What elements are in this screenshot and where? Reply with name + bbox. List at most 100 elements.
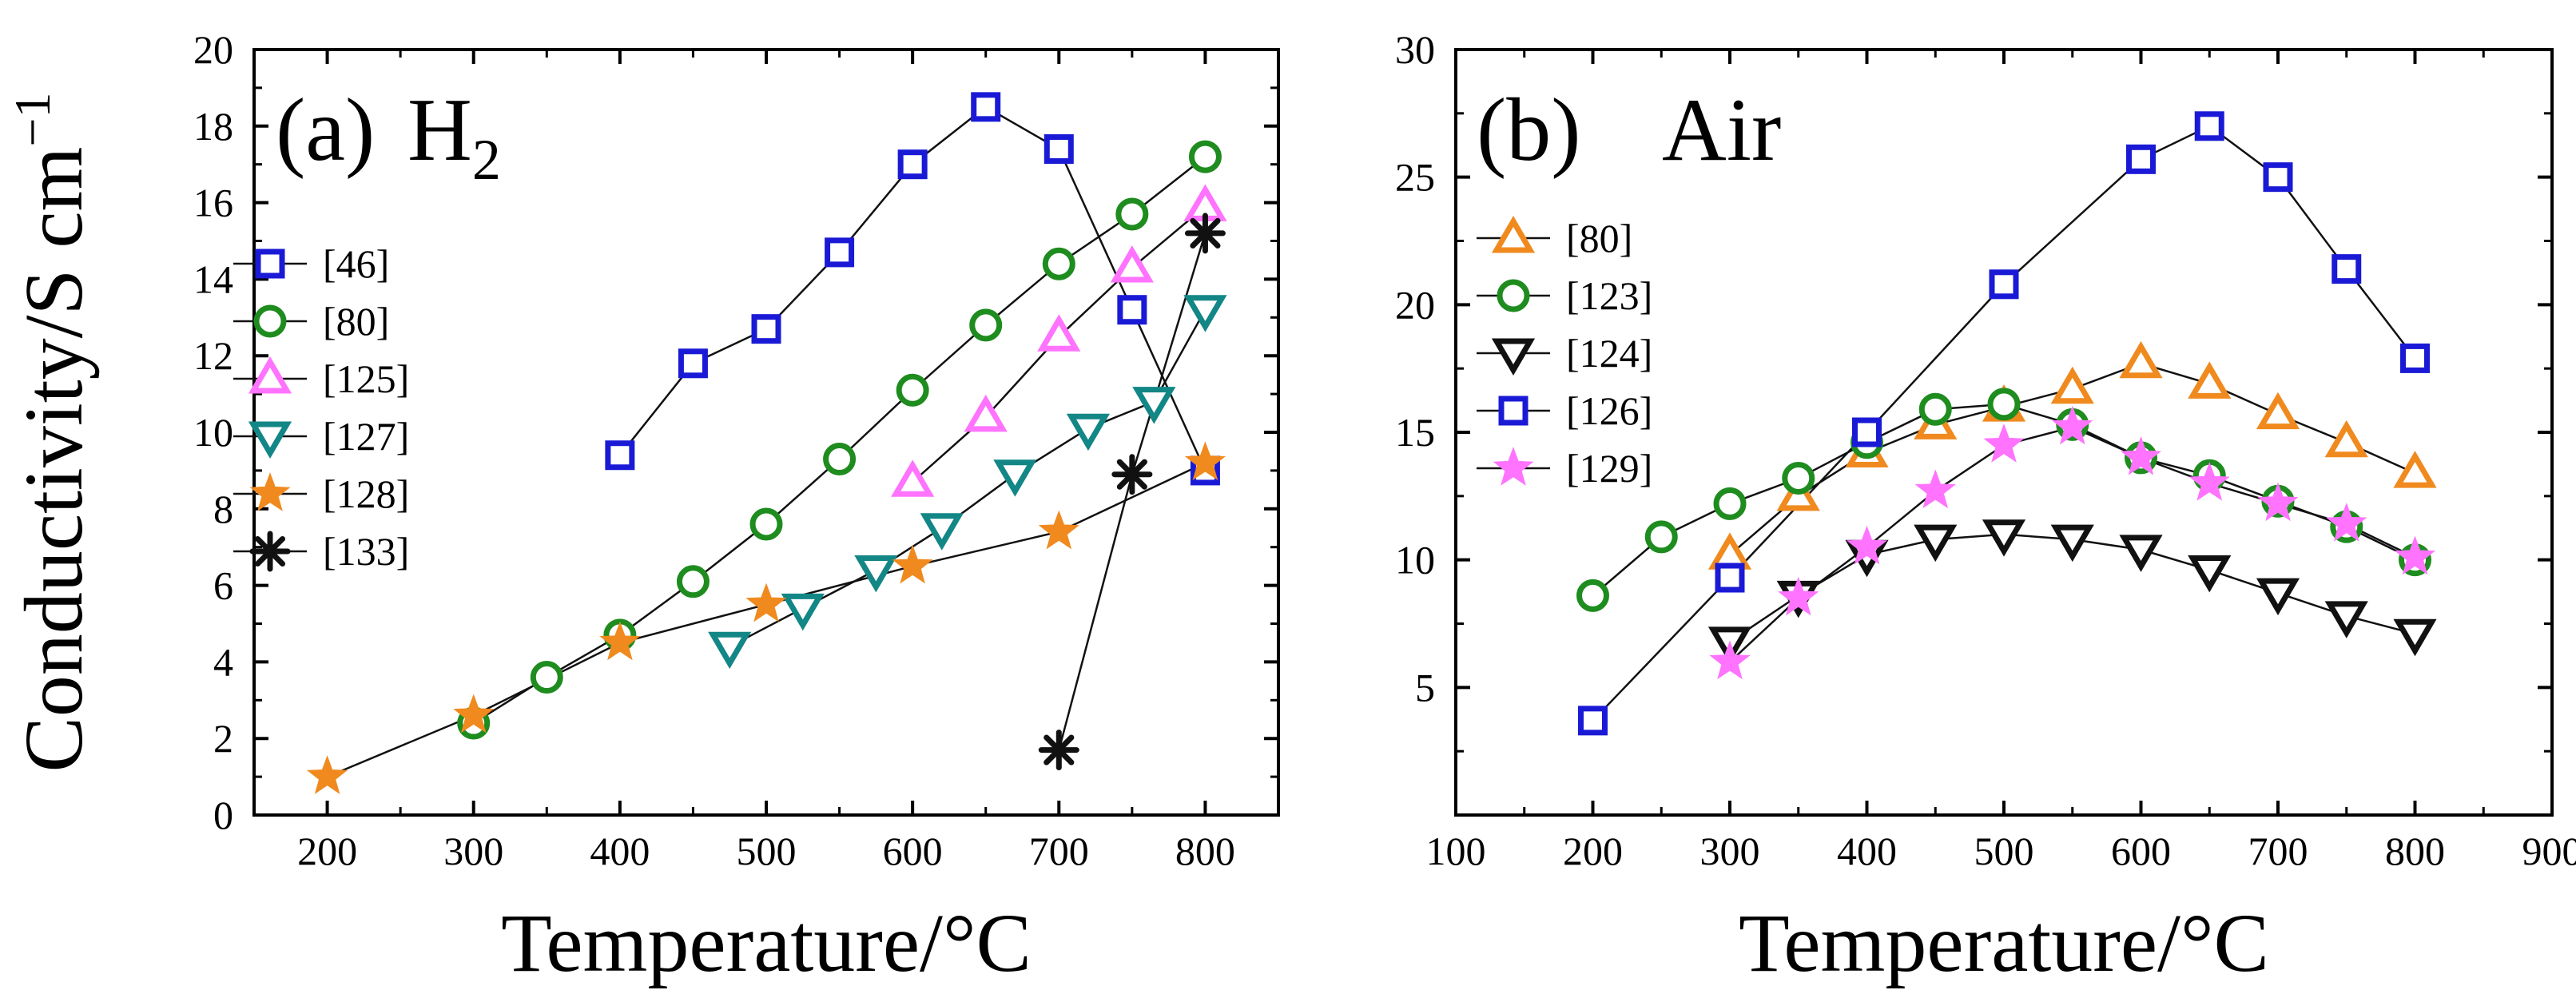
panel-b-legend-marker-80 [1491, 216, 1536, 253]
panel-a-series-80-point [823, 443, 857, 476]
panel-a-y-tick-label: 18 [193, 104, 233, 149]
panel-a-series-80-point [749, 507, 783, 541]
panel-b-series-124-point [2188, 555, 2232, 593]
panel-a-legend-label-127: [127] [323, 414, 409, 459]
panel-a-y-tick-label: 10 [193, 410, 233, 455]
panel-b-air: 100 200 300 400 500 600 700 800 900 5 10 15 20 25 30 (… [1395, 27, 2576, 989]
panel-a-series-125-point [891, 459, 935, 497]
panel-b-legend-marker-129 [1493, 447, 1534, 486]
panel-a-legend-item-133: [133] [233, 529, 409, 574]
panel-a-y-tick-label: 16 [193, 181, 233, 225]
panel-a-series-46-point [897, 149, 928, 180]
panel-a-series-46-point [1117, 295, 1147, 325]
panel-b-series-123-point [1576, 579, 1609, 612]
panel-a-series-133-point [1184, 213, 1226, 254]
panel-a-series-127-point [854, 555, 898, 593]
panel-a-series-46-point [751, 314, 781, 344]
panel-b-series-129-point [2052, 405, 2093, 445]
panel-b-series-124-point [2393, 618, 2437, 657]
panel-b-x-tick-label: 700 [2248, 829, 2308, 873]
panel-a-x-tick-label: 800 [1175, 829, 1235, 873]
panel-b-label: (b) [1477, 81, 1581, 180]
panel-a-series-128-point [306, 755, 348, 794]
panel-b-legend-item-80: [80] [1477, 216, 1632, 260]
panel-a-series-80-point [896, 373, 929, 407]
panel-a-y-axis-label-superscript: −1 [4, 93, 61, 147]
panel-a-series-80-point [676, 565, 710, 598]
panel-b-legend-item-126: [126] [1477, 388, 1652, 433]
panel-a-series-128-point [599, 621, 641, 661]
panel-b-series-126-point [2400, 343, 2430, 373]
panel-a-series-127-point [1066, 413, 1111, 451]
panel-b-series-126-point [2263, 162, 2293, 193]
panel-a-series-127-point [1183, 295, 1227, 332]
panel-a-legend-label-46: [46] [323, 241, 389, 286]
panel-b-series-80-point [2188, 361, 2232, 399]
panel-a-x-tick-label: 300 [443, 829, 503, 873]
panel-a-series-125-point [1110, 245, 1154, 283]
panel-b-series-markers [1576, 111, 2437, 736]
panel-a-legend: [46] [80] [125] [127] [128] [133] [233, 241, 409, 574]
panel-a-y-tick-label: 20 [193, 27, 233, 72]
panel-b-series-129-point [2120, 436, 2162, 475]
panel-a-x-tick-label: 700 [1029, 829, 1089, 873]
panel-b-series-126-point [2126, 144, 2156, 174]
panel-a-legend-item-80: [80] [233, 299, 389, 344]
panel-a-series-80-point [1042, 247, 1075, 280]
panel-b-series-129-point [1914, 469, 1956, 509]
panel-a-legend-item-127: [127] [233, 414, 409, 459]
panel-a-series-127-point [781, 593, 825, 631]
panel-b-y-tick-label: 10 [1395, 538, 1435, 582]
panel-a-series-125-point [1037, 314, 1081, 352]
panel-a-series-128-point [1184, 441, 1226, 481]
panel-a-label: (a) [276, 81, 375, 180]
panel-b-series-123-point [1644, 520, 1678, 554]
panel-a-legend-label-125: [125] [323, 356, 409, 401]
panel-a-series-128-point [1038, 510, 1079, 550]
panel-b-x-tick-label: 300 [1700, 829, 1760, 873]
panel-a-series-133-point [1038, 730, 1079, 771]
panel-b-series-129-point [1709, 640, 1751, 680]
panel-b-series-124-point [1982, 519, 2026, 557]
panel-a-legend-marker-133 [249, 531, 291, 572]
panel-a-y-tick-label: 2 [213, 716, 233, 761]
panel-b-y-tick-label: 5 [1415, 665, 1435, 710]
panel-a-legend-marker-46 [255, 249, 285, 279]
panel-a-title-main: H [407, 81, 472, 180]
panel-b-series-126-point [1578, 706, 1608, 736]
panel-b-series-126-point [1715, 563, 1745, 593]
panel-a-x-tick-label: 200 [297, 829, 357, 873]
panel-b-legend-marker-126 [1498, 396, 1529, 426]
panel-b-series-129-point [2257, 482, 2299, 522]
panel-b-legend-item-129: [129] [1477, 446, 1652, 491]
panel-a-series-80-point [969, 308, 1003, 342]
panel-b-y-tick-label: 30 [1395, 27, 1435, 72]
panel-b-series-123-point [1987, 388, 2021, 421]
panel-a-series-133-point [1111, 454, 1153, 495]
panel-a-legend-marker-128 [249, 472, 291, 511]
panel-a-axes: 200 300 400 500 600 700 800 0 2 4 6 8 10 12 14 16 18 20 [193, 27, 1280, 873]
panel-b-series-129-point [1983, 423, 2025, 463]
panel-b-series-80-point [1707, 532, 1752, 570]
panel-b-y-tick-label: 25 [1395, 155, 1435, 200]
panel-b-series-129-point [2188, 462, 2230, 501]
panel-a-series-46-point [971, 92, 1001, 122]
panel-b-legend-label-80: [80] [1566, 216, 1632, 260]
panel-b-series-124-point [2256, 578, 2300, 616]
panel-b-series-126-point [1852, 417, 1882, 447]
panel-b-series-124-point [2324, 601, 2368, 638]
panel-a-series-80-point [1188, 140, 1222, 173]
panel-b-series-124-point [1914, 524, 1958, 563]
panel-b-series-129-point [2394, 535, 2436, 575]
panel-b-x-tick-label: 800 [2385, 829, 2445, 873]
panel-a-h2: 200 300 400 500 600 700 800 0 2 4 6 8 10 12 14 16 18 20 (… [4, 27, 1280, 989]
panel-b-y-tick-label: 15 [1395, 410, 1435, 455]
panel-b-legend-label-129: [129] [1566, 446, 1652, 491]
panel-a-series-128-point [745, 582, 787, 622]
panel-a-y-axis-label-text: Conductivity/S cm [8, 147, 100, 773]
panel-b-series-123-point [1713, 487, 1747, 520]
panel-a-y-tick-label: 4 [213, 639, 233, 684]
panel-b-legend-marker-124 [1491, 338, 1536, 376]
panel-b-y-tick-label: 20 [1395, 282, 1435, 327]
